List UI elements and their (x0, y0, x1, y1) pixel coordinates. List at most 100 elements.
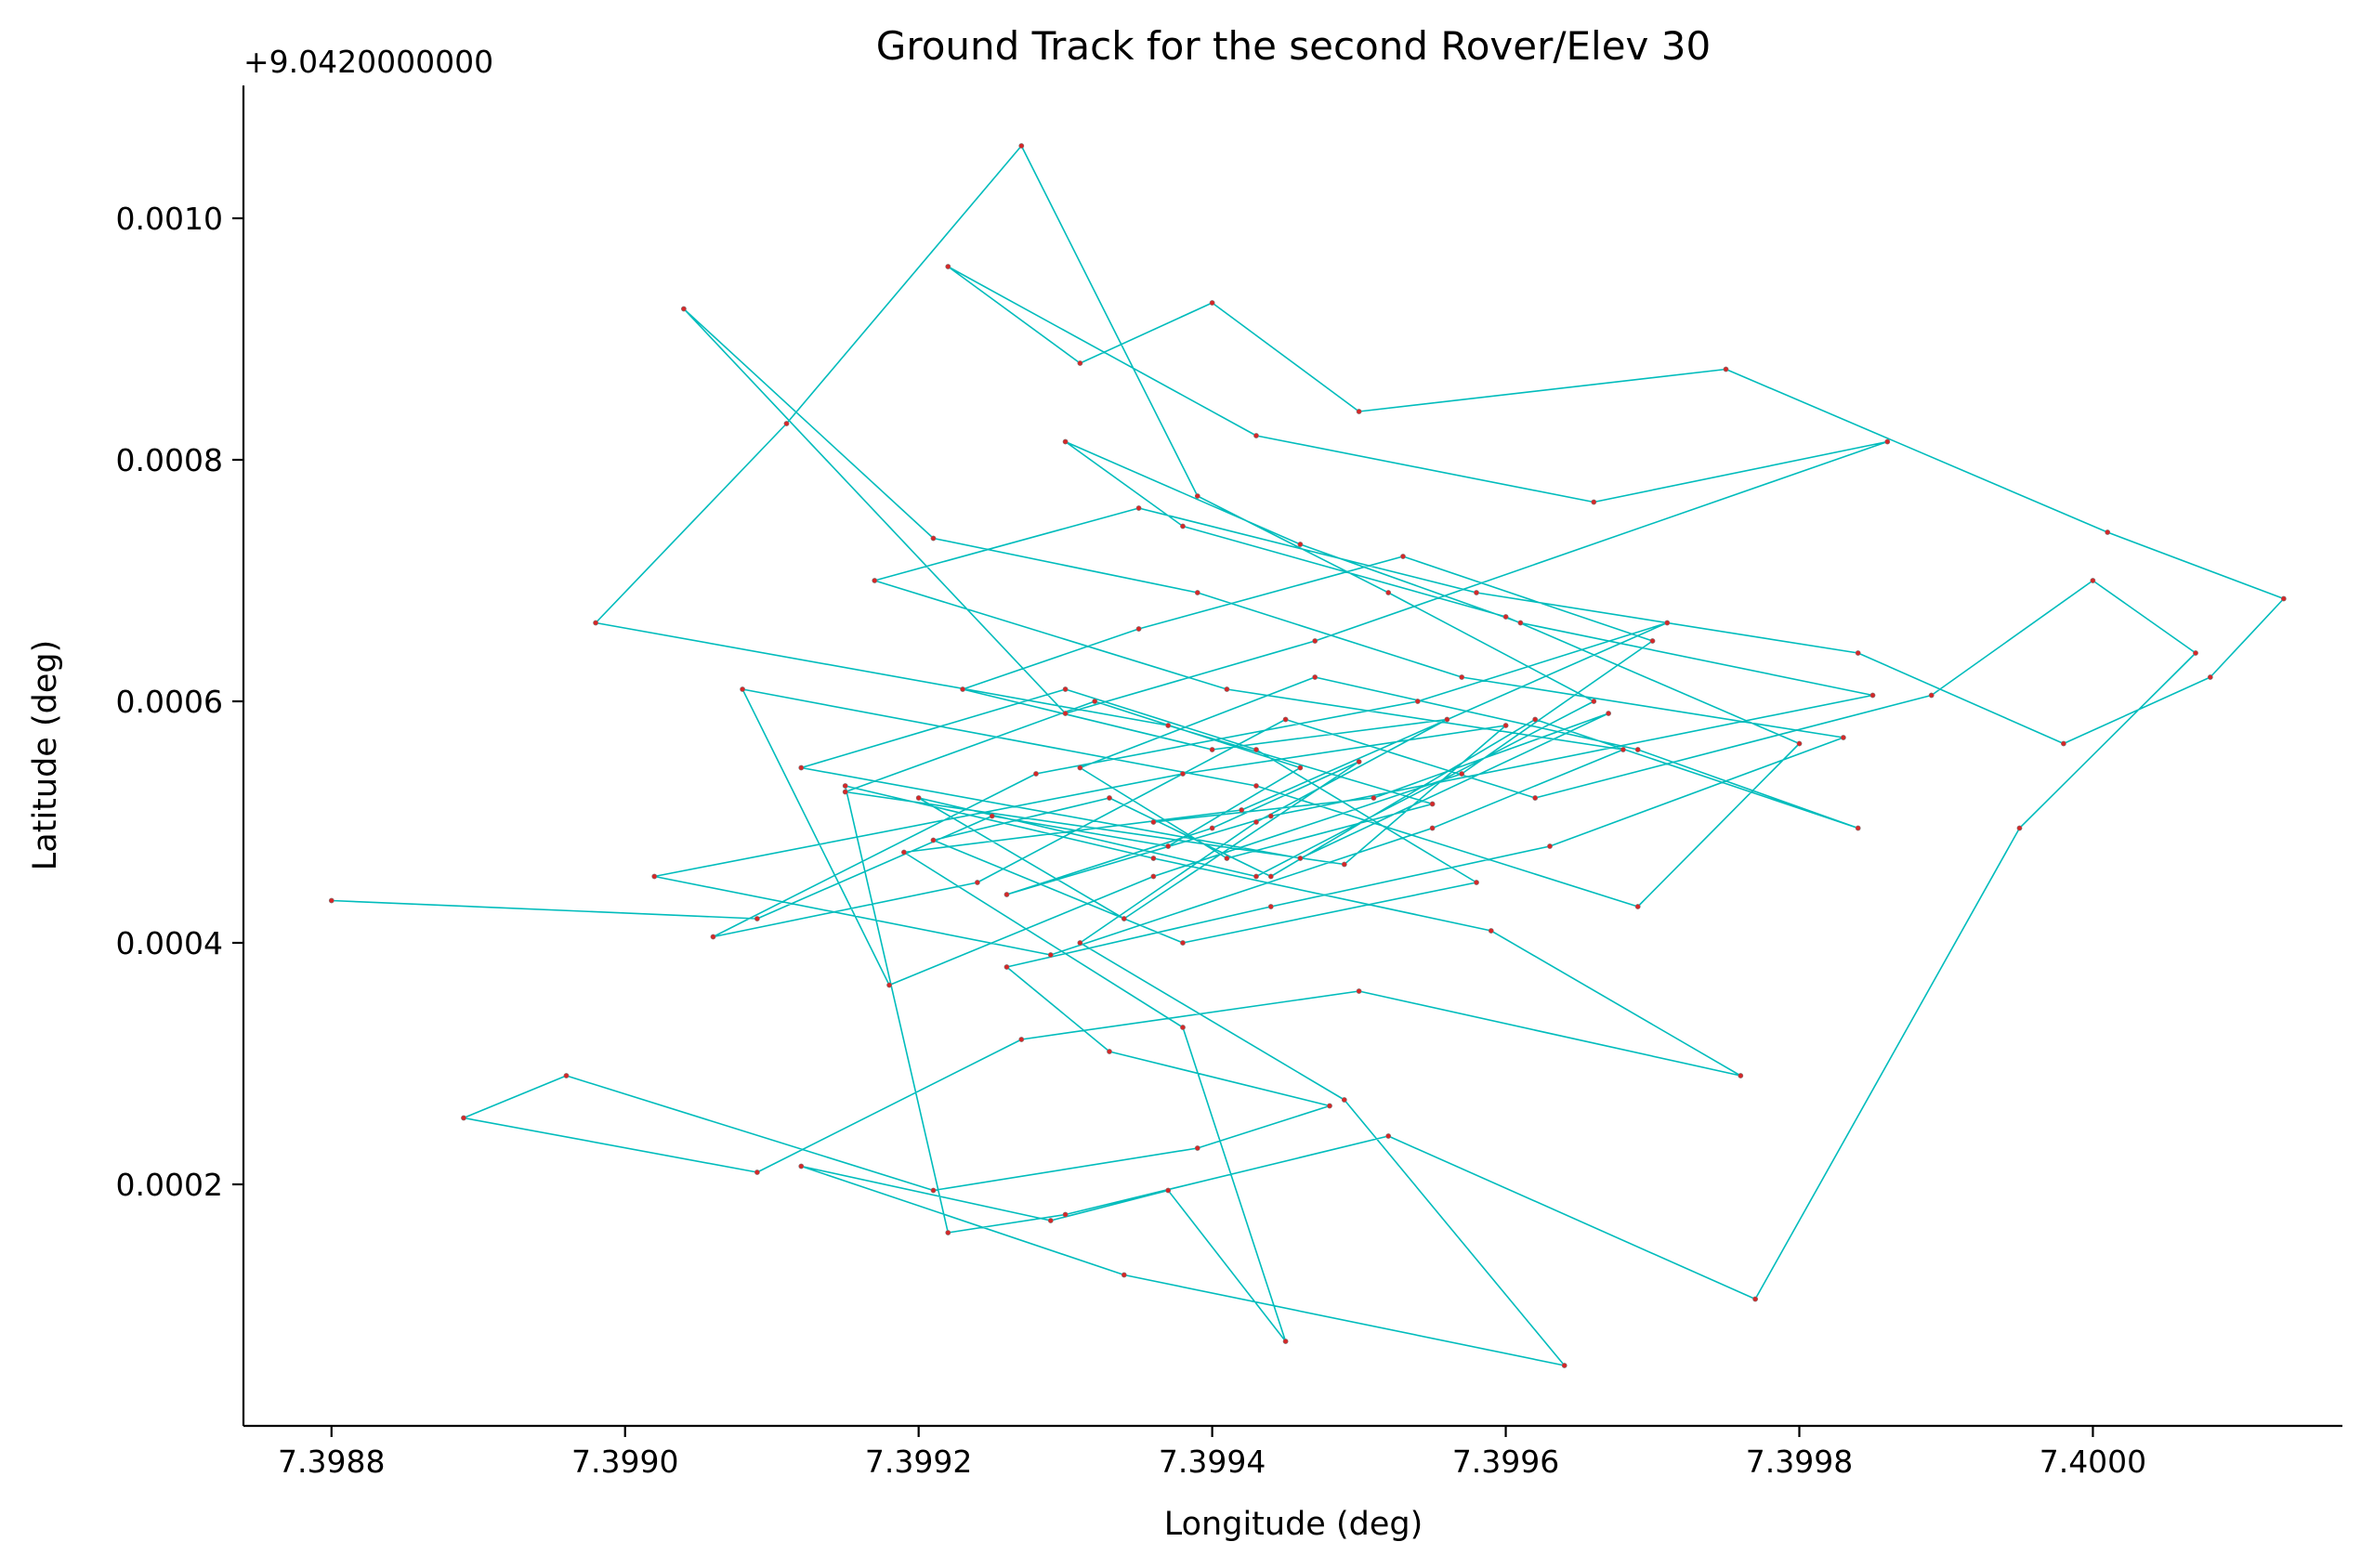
track-point (2060, 740, 2066, 747)
track-point (1267, 873, 1274, 880)
x-axis-label: Longitude (deg) (1164, 1506, 1423, 1543)
track-point (1841, 735, 1846, 740)
y-offset-label: +9.0420000000 (243, 44, 493, 80)
track-point (1752, 1296, 1758, 1302)
track-point (1033, 771, 1039, 777)
x-tick-label: 7.3988 (278, 1444, 385, 1480)
x-tick-label: 7.3990 (571, 1444, 678, 1480)
track-point (1062, 438, 1069, 445)
track-point (1591, 699, 1597, 704)
track-point (1855, 825, 1861, 831)
track-point (1077, 764, 1083, 771)
track-point (1488, 928, 1494, 934)
track-point (1003, 964, 1010, 970)
y-tick-label: 0.0006 (116, 684, 223, 720)
y-tick-label: 0.0008 (116, 442, 223, 478)
track-point (1165, 843, 1172, 849)
track-point (1356, 988, 1362, 994)
track-point (1532, 716, 1539, 723)
track-point (1869, 692, 1876, 699)
x-tick-label: 7.3996 (1452, 1444, 1559, 1480)
track-point (651, 873, 658, 880)
ground-track-line (331, 145, 2285, 1366)
track-point (1121, 916, 1127, 921)
track-point (1165, 1187, 1172, 1194)
track-point (1062, 1211, 1069, 1218)
track-point (1723, 366, 1729, 372)
track-point (915, 795, 922, 801)
track-point (2016, 825, 2023, 831)
track-point (1209, 300, 1215, 306)
track-point (1429, 825, 1436, 831)
track-point (1429, 801, 1436, 807)
x-tick-label: 7.3998 (1746, 1444, 1853, 1480)
track-point (1194, 1145, 1200, 1151)
plot-area (328, 143, 2287, 1368)
track-point (1385, 590, 1392, 595)
y-tick-label: 0.0002 (116, 1167, 223, 1203)
track-point (901, 849, 907, 856)
track-point (930, 535, 937, 542)
track-point (710, 934, 716, 940)
track-point (1738, 1073, 1744, 1078)
track-point (1135, 505, 1142, 511)
track-point (1180, 1025, 1186, 1030)
track-point (1107, 1049, 1112, 1054)
track-point (1209, 747, 1215, 752)
track-point (1459, 674, 1465, 680)
track-point (1077, 360, 1083, 366)
track-point (1371, 795, 1377, 801)
track-point (1224, 686, 1230, 692)
track-point (1267, 813, 1274, 819)
track-point (1620, 747, 1626, 752)
x-tick-label: 7.3992 (865, 1444, 972, 1480)
track-point (681, 306, 687, 312)
track-point (1253, 873, 1259, 880)
track-point (1150, 856, 1157, 861)
x-ticks: 7.3988 7.3990 7.3992 7.3994 7.3996 7.3998 7.40… (278, 1426, 2146, 1480)
track-point (989, 813, 995, 819)
track-point (1855, 650, 1861, 656)
track-lines (331, 145, 2285, 1366)
track-point (1297, 542, 1304, 547)
track-point (945, 264, 951, 269)
track-point (842, 789, 848, 795)
track-point (1547, 843, 1553, 849)
track-point (872, 578, 878, 583)
track-point (1664, 620, 1671, 626)
track-point (1194, 590, 1200, 595)
track-point (1400, 554, 1406, 559)
track-point (1047, 1218, 1054, 1223)
track-point (1312, 638, 1318, 644)
track-point (1224, 856, 1230, 861)
track-point (783, 421, 790, 426)
track-point (1327, 1103, 1332, 1109)
track-point (930, 1187, 937, 1194)
track-point (754, 916, 760, 921)
track-point (2193, 650, 2198, 656)
y-tick-label: 0.0010 (116, 201, 223, 237)
track-point (1341, 861, 1347, 868)
track-point (1297, 856, 1304, 861)
track-point (1474, 880, 1479, 885)
track-point (1180, 771, 1186, 777)
track-point (461, 1115, 466, 1121)
track-point (1414, 699, 1421, 704)
track-point (798, 1163, 805, 1169)
track-point (1297, 764, 1304, 771)
track-point (1121, 1272, 1127, 1278)
track-point (1018, 1037, 1025, 1042)
track-point (1532, 795, 1539, 801)
track-point (1356, 759, 1362, 764)
track-point (1591, 499, 1597, 505)
track-point (2090, 578, 2096, 583)
track-point (328, 897, 334, 904)
track-point (1282, 1339, 1289, 1344)
track-point (1634, 904, 1641, 909)
track-point (1253, 433, 1259, 438)
track-point (1150, 819, 1157, 825)
track-point (1253, 783, 1259, 789)
track-point (1282, 716, 1289, 723)
track-point (563, 1073, 570, 1078)
